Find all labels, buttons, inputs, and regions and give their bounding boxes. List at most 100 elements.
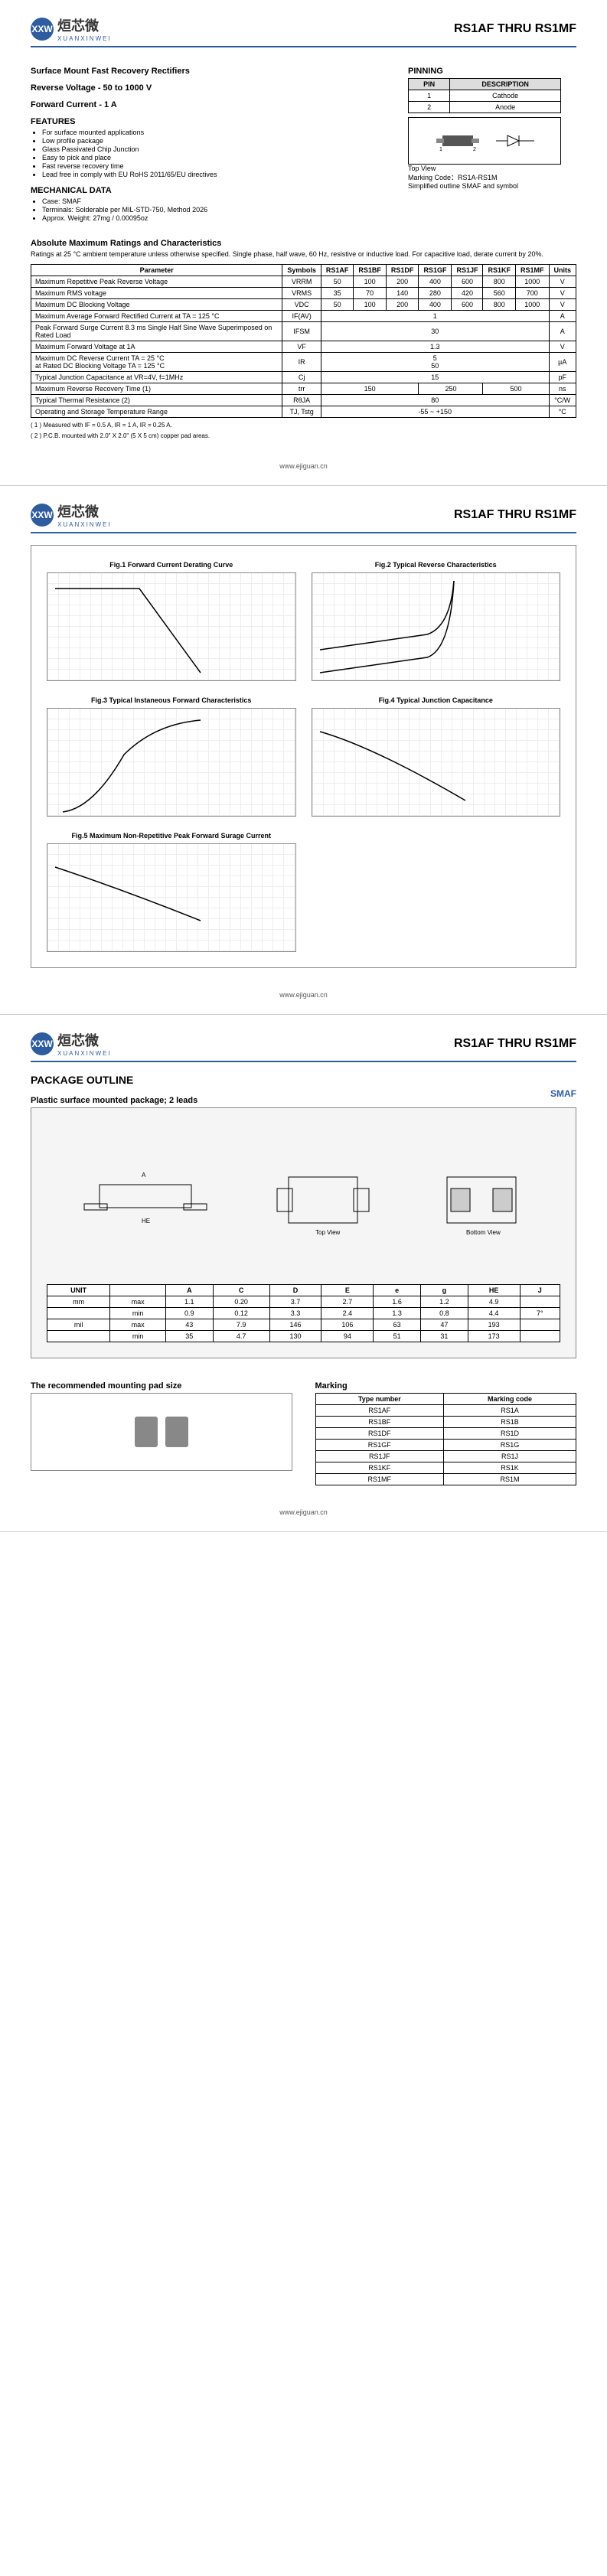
table-note-1: ( 1 ) Measured with IF = 0.5 A, IR = 1 A… — [31, 422, 576, 429]
simplified-label: Simplified outline SMAF and symbol — [408, 182, 561, 190]
table-note-2: ( 2 ) P.C.B. mounted with 2.0" X 2.0" (5… — [31, 432, 576, 439]
smaf-label: SMAF — [550, 1088, 576, 1107]
mech-item: Terminals: Solderable per MIL-STD-750, M… — [42, 206, 393, 214]
chart-title: Fig.3 Typical Instaneous Forward Charact… — [47, 696, 296, 704]
chart-1: Fig.1 Forward Current Derating Curve — [47, 561, 296, 681]
pkg-subtitle: Plastic surface mounted package; 2 leads — [31, 1096, 197, 1105]
char-row: Peak Forward Surge Current 8.3 ms Single… — [31, 322, 576, 341]
sub-title-2: Forward Current - 1 A — [31, 100, 393, 109]
pkg-top-view-icon: Top View — [266, 1162, 380, 1238]
footer-url: www.ejiguan.cn — [31, 462, 576, 470]
logo-icon: XXW — [31, 18, 54, 41]
chart-plot — [312, 572, 561, 681]
dim-row: mmmax1.10.203.72.71.61.24.9 — [47, 1296, 560, 1308]
pin-table: PINDESCRIPTION 1Cathode 2Anode — [408, 78, 561, 113]
mark-row: RS1DFRS1D — [315, 1428, 576, 1440]
char-row: Maximum Forward Voltage at 1AVF1.3V — [31, 341, 576, 353]
char-row: Maximum Repetitive Peak Reverse VoltageV… — [31, 276, 576, 288]
mount-title: The recommended mounting pad size — [31, 1381, 292, 1391]
logo-icon: XXW — [31, 1032, 54, 1055]
logo-en: XUANXINWEI — [57, 1050, 112, 1057]
logo-cn: 烜芯微 — [57, 1030, 112, 1050]
logo: XXW 烜芯微 XUANXINWEI — [31, 501, 112, 528]
mech-item: Approx. Weight: 27mg / 0.00095oz — [42, 214, 393, 222]
marking-table: Type numberMarking code RS1AFRS1ARS1BFRS… — [315, 1393, 577, 1485]
svg-text:Top View: Top View — [315, 1229, 341, 1236]
char-header: RS1GF — [419, 265, 452, 276]
header: XXW 烜芯微 XUANXINWEI RS1AF THRU RS1MF — [31, 1030, 576, 1062]
chart-plot — [47, 843, 296, 952]
chart-plot — [47, 572, 296, 681]
marking-label: Marking Code：RS1A-RS1M — [408, 172, 561, 182]
mount-drawing — [31, 1393, 292, 1471]
pin-cell: 1 — [409, 90, 450, 102]
char-header: RS1MF — [515, 265, 549, 276]
mech-item: Case: SMAF — [42, 197, 393, 205]
features-list: For surface mounted applications Low pro… — [31, 129, 393, 178]
char-header: RS1DF — [386, 265, 419, 276]
mounting-pad-section: The recommended mounting pad size — [31, 1374, 292, 1485]
pkg-title: PACKAGE OUTLINE — [31, 1074, 576, 1086]
abs-note: Ratings at 25 °C ambient temperature unl… — [31, 250, 576, 258]
doc-title: RS1AF THRU RS1MF — [454, 22, 576, 36]
page-2: XXW 烜芯微 XUANXINWEI RS1AF THRU RS1MF Fig.… — [0, 486, 607, 1015]
char-row: Maximum Average Forward Rectified Curren… — [31, 311, 576, 322]
feature-item: For surface mounted applications — [42, 129, 393, 136]
mark-header: Type number — [315, 1394, 444, 1405]
char-row: Maximum Reverse Recovery Time (1)trr1502… — [31, 383, 576, 395]
pinning-title: PINNING — [408, 67, 561, 76]
logo-en: XUANXINWEI — [57, 521, 112, 528]
feature-item: Lead free in comply with EU RoHS 2011/65… — [42, 171, 393, 178]
mark-row: RS1AFRS1A — [315, 1405, 576, 1417]
chart-plot — [47, 708, 296, 817]
feature-item: Low profile package — [42, 137, 393, 145]
header: XXW 烜芯微 XUANXINWEI RS1AF THRU RS1MF — [31, 15, 576, 47]
pkg-side-view-icon: A HE — [69, 1162, 222, 1238]
logo-cn: 烜芯微 — [57, 501, 112, 521]
mark-row: RS1BFRS1B — [315, 1417, 576, 1428]
pinning-box: PINNING PINDESCRIPTION 1Cathode 2Anode 1… — [408, 59, 561, 223]
footer-url: www.ejiguan.cn — [31, 991, 576, 999]
feature-item: Easy to pick and place — [42, 154, 393, 161]
svg-text:Bottom View: Bottom View — [466, 1229, 501, 1236]
chart-3: Fig.3 Typical Instaneous Forward Charact… — [47, 696, 296, 817]
charts-container: Fig.1 Forward Current Derating Curve Fig… — [31, 545, 576, 968]
logo: XXW 烜芯微 XUANXINWEI — [31, 15, 112, 42]
dim-row: min0.90.123.32.41.30.84.47° — [47, 1308, 560, 1319]
pin-header: PIN — [409, 79, 450, 90]
chart-2: Fig.2 Typical Reverse Characteristics — [312, 561, 561, 681]
mark-row: RS1GFRS1G — [315, 1440, 576, 1451]
pin-header: DESCRIPTION — [450, 79, 561, 90]
pin-cell: Anode — [450, 102, 561, 113]
mech-list: Case: SMAF Terminals: Solderable per MIL… — [31, 197, 393, 222]
logo-icon: XXW — [31, 504, 54, 527]
logo: XXW 烜芯微 XUANXINWEI — [31, 1030, 112, 1057]
svg-text:A: A — [142, 1172, 146, 1179]
page-3: XXW 烜芯微 XUANXINWEI RS1AF THRU RS1MF PACK… — [0, 1015, 607, 1532]
char-header: RS1KF — [483, 265, 516, 276]
char-header: RS1JF — [452, 265, 483, 276]
char-header: RS1BF — [354, 265, 387, 276]
chip-diagram: 12 — [408, 117, 561, 165]
mark-row: RS1KFRS1K — [315, 1462, 576, 1474]
dim-row: milmax437.91461066347193 — [47, 1319, 560, 1331]
pin-cell: 2 — [409, 102, 450, 113]
smaf-shape-icon: 12 — [435, 129, 481, 152]
chart-title: Fig.2 Typical Reverse Characteristics — [312, 561, 561, 569]
mark-title: Marking — [315, 1381, 577, 1391]
char-row: Operating and Storage Temperature RangeT… — [31, 406, 576, 418]
main-title: Surface Mount Fast Recovery Rectifiers — [31, 67, 393, 76]
marking-section: Marking Type numberMarking code RS1AFRS1… — [315, 1374, 577, 1485]
char-row: Maximum DC Reverse Current TA = 25 °C at… — [31, 353, 576, 372]
header: XXW 烜芯微 XUANXINWEI RS1AF THRU RS1MF — [31, 501, 576, 533]
dimension-table: UNITACDEegHEJ mmmax1.10.203.72.71.61.24.… — [47, 1284, 560, 1342]
pad-shape — [165, 1417, 188, 1447]
diode-symbol-icon — [496, 129, 534, 152]
pad-shape — [135, 1417, 158, 1447]
doc-title: RS1AF THRU RS1MF — [454, 508, 576, 522]
package-drawing: A HE Top View Bottom View — [47, 1123, 560, 1277]
feature-item: Glass Passivated Chip Junction — [42, 145, 393, 153]
char-row: Typical Thermal Resistance (2)RθJA80°C/W — [31, 395, 576, 406]
logo-cn: 烜芯微 — [57, 15, 112, 35]
dim-row: min354.7130945131173 — [47, 1331, 560, 1342]
